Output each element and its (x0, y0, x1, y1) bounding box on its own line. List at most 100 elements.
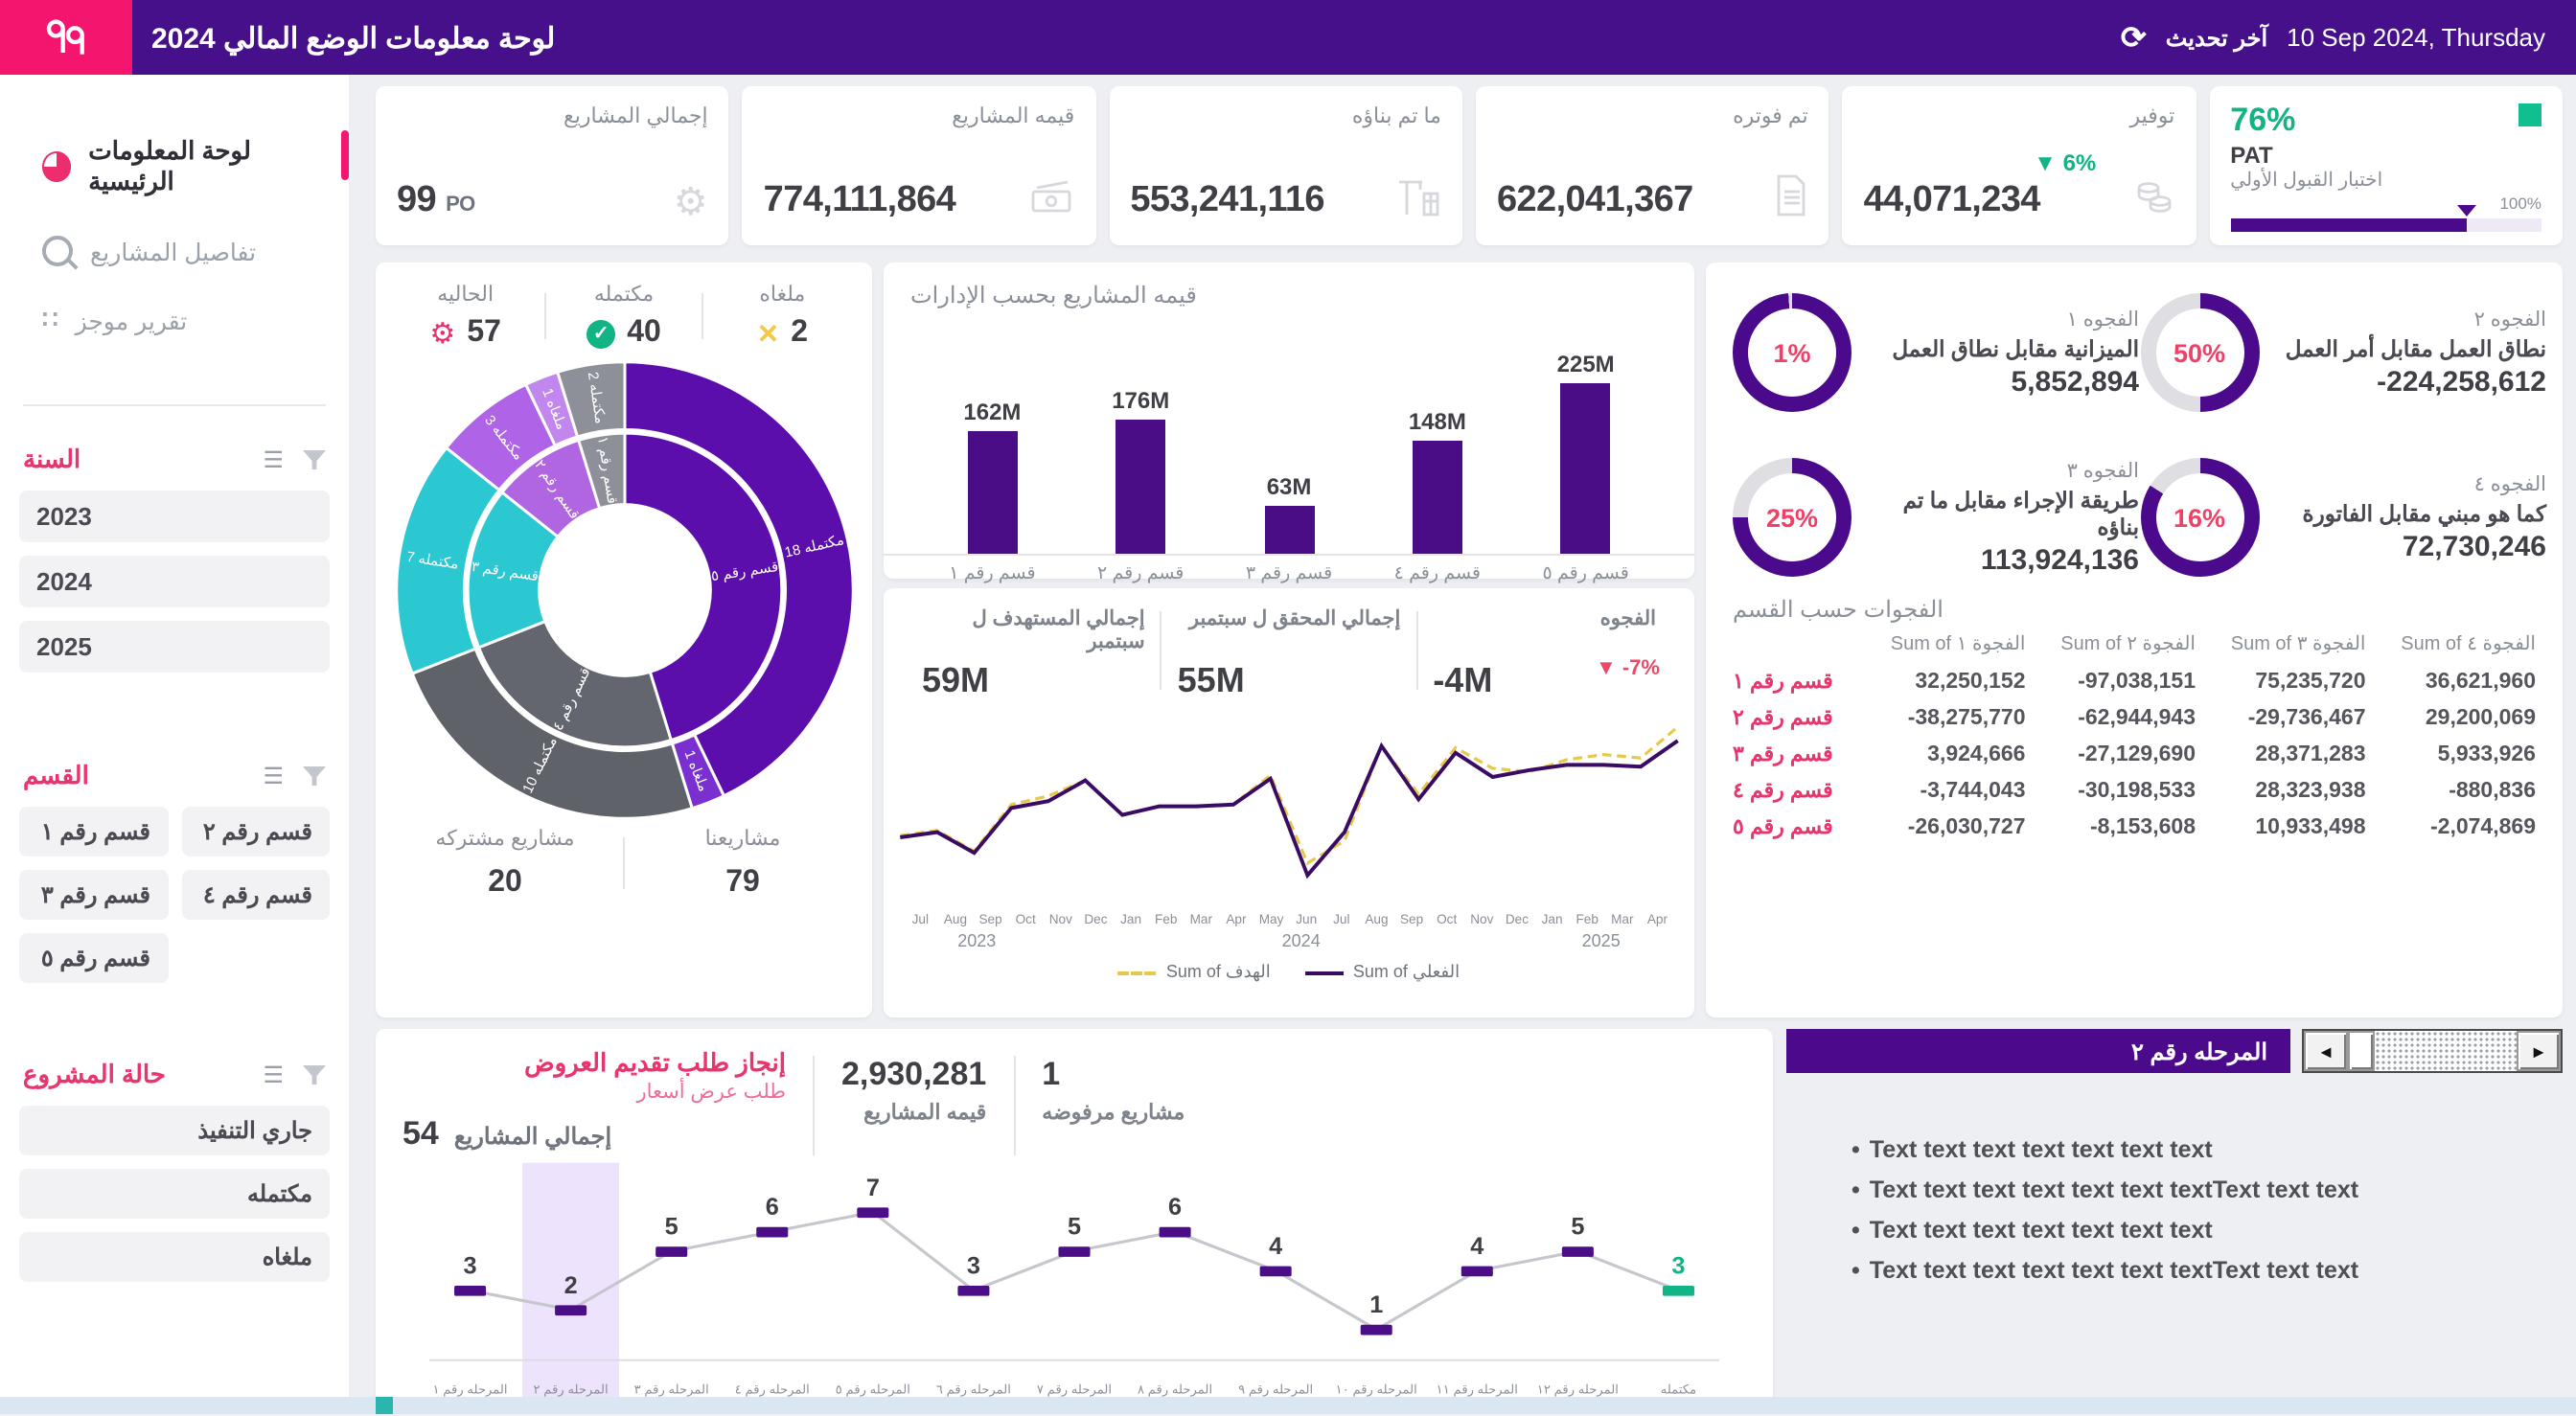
sidebar-item-project-details[interactable]: تفاصيل المشاريع (0, 217, 349, 285)
sidebar-item-summary-report[interactable]: ∷ تقرير موجز (0, 285, 349, 354)
bar-column: 162M (918, 320, 1067, 554)
kpi-suffix: PO (446, 194, 475, 217)
month-tick: Jan (1120, 914, 1142, 927)
month-tick: Oct (1437, 914, 1458, 927)
sunburst-label: مكتمله 7 (404, 550, 458, 573)
kpi-total-projects: إجمالي المشاريع 99 PO ⚙ (376, 86, 729, 245)
kpi-target-september: إجمالي المستهدف ل سبتمبر 59M (907, 607, 1161, 701)
bar[interactable] (1412, 441, 1462, 554)
month-tick: Jun (1296, 914, 1318, 927)
scroll-left-button[interactable]: ◄ (2304, 1031, 2348, 1071)
line-chart[interactable] (884, 701, 1694, 901)
refresh-icon[interactable]: ⟳ (2120, 22, 2147, 55)
clear-filter-icon[interactable] (303, 766, 326, 786)
phase-label: المرحله رقم ٣ (634, 1382, 709, 1398)
rfp-value-label: قيمه المشاريع (863, 1102, 987, 1125)
phase-highlight (522, 1162, 620, 1413)
table-title: الفجوات حسب القسم (1733, 596, 1944, 623)
filter-option[interactable]: قسم رقم ٣ (19, 870, 168, 920)
phase-line-chart[interactable]: 3 المرحله رقم ١ 2 المرحله رقم ٢ 5 المرحله رقم… (402, 1155, 1746, 1416)
kpi-label: إجمالي المشاريع (564, 105, 708, 128)
phase-marker (1159, 1226, 1191, 1238)
year-options: 2023 2024 2025 (19, 491, 330, 673)
filter-option[interactable]: 2024 (19, 556, 330, 607)
filter-option[interactable]: 2025 (19, 621, 330, 673)
row-label: قسم رقم ٥ (1733, 816, 1833, 839)
month-tick: Jan (1541, 914, 1563, 927)
divider (1415, 611, 1418, 690)
rfp-rejected-block: 1 مشاريع مرفوضه (1042, 1048, 1184, 1125)
gaps-panel: 1% الفجوه ١ الميزانية مقابل نطاق العمل 5,… (1706, 263, 2563, 1017)
kpi-invoiced: تم فوتره 622,041,367 (1475, 86, 1829, 245)
table-cell: -97,038,151 (2078, 670, 2196, 693)
checklist-icon[interactable]: ☰ (263, 763, 284, 789)
table-cell: -38,275,770 (1907, 706, 2026, 729)
bar-column: 176M (1067, 320, 1215, 554)
target-vs-actual-panel: إجمالي المستهدف ل سبتمبر 59M إجمالي المح… (884, 588, 1694, 1017)
bar-chart[interactable]: 162M 176M 63M 148M 225M (884, 308, 1694, 554)
table-cell: 75,235,720 (2255, 670, 2366, 693)
scroll-right-button[interactable]: ► (2517, 1031, 2561, 1071)
search-icon (42, 236, 73, 266)
filter-option[interactable]: جاري التنفيذ (19, 1106, 330, 1155)
gaps-table: Sum of الفجوة ١ Sum of الفجوة ٢ Sum of الف… (1706, 623, 2563, 845)
sidebar-item-main-dashboard[interactable]: لوحة المعلومات الرئيسية (0, 117, 349, 217)
phase-selector-bar[interactable]: المرحله رقم ٢ (1786, 1029, 2290, 1073)
bar-value-label: 63M (1266, 473, 1312, 501)
bar[interactable] (1116, 420, 1166, 554)
filter-option[interactable]: قسم رقم ٥ (19, 933, 168, 983)
divider (702, 293, 704, 339)
filter-title-year: السنة (23, 445, 81, 473)
phase-scrollbar[interactable]: ◄ ► (2302, 1029, 2563, 1073)
checklist-icon[interactable]: ☰ (263, 1062, 284, 1088)
check-icon: ✓ (586, 319, 616, 348)
scrollbar-thumb[interactable] (2348, 1031, 2375, 1071)
x-icon: ✕ (756, 318, 780, 349)
table-cell: 28,323,938 (2255, 779, 2366, 802)
column-header: Sum of الفجوة ٣ (2230, 634, 2366, 655)
filter-option[interactable]: قسم رقم ١ (19, 807, 168, 856)
divider (543, 293, 546, 339)
stat-value: 40 (627, 316, 661, 349)
phase-value: 3 (967, 1252, 980, 1279)
gauge-ring: 1% (1733, 293, 1852, 412)
kpi-projects-value: قيمه المشاريع 774,111,864 (742, 86, 1096, 245)
filter-option[interactable]: قسم رقم ٢ (181, 807, 330, 856)
rfp-subtitle: طلب عرض أسعار (636, 1081, 786, 1104)
filter-group-year: السنة ☰ 2023 2024 2025 (0, 445, 349, 673)
gauge-desc: الميزانية مقابل نطاق العمل (1892, 338, 2139, 361)
phase-value: 3 (464, 1252, 477, 1279)
stat-cancelled: ملغاه ✕ 2 (704, 282, 861, 351)
bar[interactable] (1560, 382, 1611, 554)
table-row: قسم رقم ١ 32,250,152 -97,038,151 75,235,720… (1733, 663, 2536, 699)
sidebar-item-label: لوحة المعلومات الرئيسية (88, 136, 251, 195)
filter-title-section: القسم (23, 761, 89, 789)
stat-label: الحاليه (437, 284, 494, 307)
month-axis: Jul Aug Sep Oct Nov Dec Jan Feb Mar Apr May Jun Jul A… (884, 914, 1694, 927)
filter-option[interactable]: قسم رقم ٤ (181, 870, 330, 920)
scrollbar-track[interactable] (2375, 1031, 2517, 1071)
filter-group-status: حالة المشروع ☰ جاري التنفيذ مكتمله ملغاه (0, 1060, 349, 1282)
bar[interactable] (967, 430, 1018, 554)
phase-value: 6 (1168, 1194, 1182, 1221)
filter-option[interactable]: 2023 (19, 491, 330, 542)
filter-option[interactable]: ملغاه (19, 1232, 330, 1282)
checklist-icon[interactable]: ☰ (263, 446, 284, 473)
clear-filter-icon[interactable] (303, 450, 326, 469)
bar-value-label: 162M (963, 398, 1022, 425)
kpi-value: 622,041,367 (1496, 180, 1693, 220)
bar[interactable] (1264, 506, 1315, 554)
kpi-label: إجمالي المحقق ل سبتمبر (1188, 607, 1401, 630)
divider (23, 404, 326, 406)
kpi-value: 99 (397, 180, 437, 220)
gauge-ring: 25% (1733, 458, 1852, 577)
bar-value-label: 176M (1112, 387, 1170, 415)
phase-marker (857, 1207, 889, 1219)
filter-option[interactable]: مكتمله (19, 1169, 330, 1219)
month-tick: Apr (1226, 914, 1247, 927)
sunburst-segment (622, 431, 783, 742)
table-cell: -8,153,608 (2090, 815, 2196, 838)
pat-max-label: 100% (2499, 194, 2542, 213)
clear-filter-icon[interactable] (303, 1065, 326, 1085)
